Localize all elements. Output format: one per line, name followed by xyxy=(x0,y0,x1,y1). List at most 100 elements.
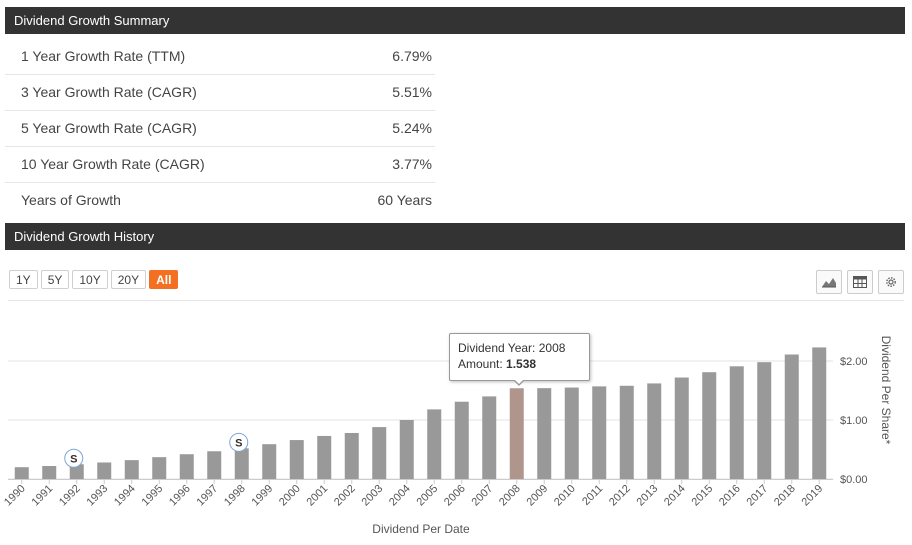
bar-2005 xyxy=(427,409,442,479)
summary-row: 1 Year Growth Rate (TTM) 6.79% xyxy=(5,39,435,75)
x-tick-label: 2006 xyxy=(442,483,468,509)
range-button-1y[interactable]: 1Y xyxy=(9,270,38,289)
chart-tooltip: Dividend Year: 2008 Amount: 1.538 xyxy=(449,333,590,381)
summary-row: 5 Year Growth Rate (CAGR) 5.24% xyxy=(5,111,435,147)
x-tick-label: 2011 xyxy=(580,483,605,508)
x-tick-label: 2012 xyxy=(607,483,633,509)
bar-2016 xyxy=(729,366,744,479)
x-tick-label: 2009 xyxy=(525,483,551,509)
area-chart-button[interactable] xyxy=(816,270,842,294)
summary-label: 10 Year Growth Rate (CAGR) xyxy=(21,156,205,172)
split-marker-label: S xyxy=(70,453,77,465)
tooltip-year: Dividend Year: 2008 xyxy=(458,341,566,355)
bar-1999 xyxy=(262,444,277,479)
x-tick-label: 2007 xyxy=(470,483,496,509)
bar-1997 xyxy=(207,451,222,479)
range-button-10y[interactable]: 10Y xyxy=(72,270,108,289)
summary-value: 5.51% xyxy=(392,84,432,100)
summary-value: 3.77% xyxy=(392,156,432,172)
x-tick-label: 2003 xyxy=(360,483,386,509)
summary-value: 60 Years xyxy=(377,192,433,208)
range-button-20y[interactable]: 20Y xyxy=(110,270,147,289)
x-tick-label: 2008 xyxy=(497,483,523,509)
bar-2012 xyxy=(619,385,634,479)
x-tick-label: 2014 xyxy=(662,483,688,509)
bar-2007 xyxy=(482,396,497,479)
bar-1992 xyxy=(69,464,84,479)
x-tick-label: 2010 xyxy=(552,483,578,509)
range-button-all[interactable]: All xyxy=(149,270,179,289)
x-tick-label: 2018 xyxy=(772,483,798,509)
summary-row: 3 Year Growth Rate (CAGR) 5.51% xyxy=(5,75,435,111)
bar-1993 xyxy=(97,462,112,479)
table-view-button[interactable] xyxy=(847,270,873,294)
x-tick-label: 2001 xyxy=(305,483,331,509)
summary-label: 3 Year Growth Rate (CAGR) xyxy=(21,84,197,100)
summary-row: Years of Growth 60 Years xyxy=(5,183,435,218)
x-tick-label: 2019 xyxy=(800,483,826,509)
bar-2008 xyxy=(509,388,524,479)
summary-label: 5 Year Growth Rate (CAGR) xyxy=(21,120,197,136)
toolbar-divider xyxy=(8,300,904,301)
split-marker-label: S xyxy=(235,437,242,449)
x-tick-label: 2016 xyxy=(717,483,743,509)
bar-2013 xyxy=(647,383,662,479)
bar-1998 xyxy=(234,448,249,479)
x-tick-label: 1993 xyxy=(85,483,111,509)
x-tick-label: 2005 xyxy=(415,483,441,509)
bar-2010 xyxy=(564,387,579,479)
bar-2000 xyxy=(289,440,304,479)
bar-1991 xyxy=(42,466,57,479)
split-marker xyxy=(229,432,249,452)
bar-2009 xyxy=(537,388,552,479)
summary-label: 1 Year Growth Rate (TTM) xyxy=(21,48,186,64)
summary-label: Years of Growth xyxy=(21,192,121,208)
x-tick-label: 2017 xyxy=(745,483,771,509)
gear-icon xyxy=(886,277,896,287)
x-tick-label: 1994 xyxy=(112,483,138,509)
bar-2018 xyxy=(784,354,799,479)
y-tick-label: $0.00 xyxy=(840,474,868,486)
x-tick-label: 2002 xyxy=(332,483,358,509)
x-tick-label: 1995 xyxy=(140,483,166,509)
x-tick-label: 1996 xyxy=(167,483,193,509)
split-marker xyxy=(64,448,84,468)
bar-2014 xyxy=(674,377,689,479)
range-button-5y[interactable]: 5Y xyxy=(40,270,70,289)
x-tick-label: 2000 xyxy=(277,483,303,509)
area-chart-icon xyxy=(822,278,836,288)
bar-2015 xyxy=(702,372,717,479)
x-tick-label: 1992 xyxy=(57,483,83,509)
bar-2011 xyxy=(592,386,607,479)
x-tick-label: 1997 xyxy=(195,483,221,509)
settings-button[interactable] xyxy=(878,270,904,294)
tooltip-pointer-fill xyxy=(514,379,524,384)
tooltip-amount: Amount: 1.538 xyxy=(458,357,537,371)
summary-header: Dividend Growth Summary xyxy=(5,7,905,34)
table-icon xyxy=(853,276,867,288)
bar-2006 xyxy=(454,401,469,479)
bar-2004 xyxy=(399,420,414,479)
bar-2001 xyxy=(317,435,332,479)
bar-1995 xyxy=(152,457,167,479)
bar-1994 xyxy=(124,460,139,479)
range-selector: 1Y 5Y 10Y 20Y All xyxy=(9,270,181,289)
summary-value: 5.24% xyxy=(392,120,432,136)
x-tick-label: 1999 xyxy=(250,483,276,509)
x-tick-label: 1991 xyxy=(30,483,56,509)
history-header: Dividend Growth History xyxy=(5,223,905,250)
x-axis-title: Dividend Per Date xyxy=(372,522,470,536)
y-tick-label: $1.00 xyxy=(840,415,868,427)
x-tick-label: 1990 xyxy=(2,483,28,509)
x-tick-label: 2015 xyxy=(690,483,716,509)
summary-value: 6.79% xyxy=(392,48,432,64)
bar-1990 xyxy=(14,467,29,479)
x-tick-label: 1998 xyxy=(222,483,248,509)
bar-2002 xyxy=(344,432,359,479)
x-tick-label: 2004 xyxy=(387,483,413,509)
bar-2019 xyxy=(812,347,827,479)
x-tick-label: 2013 xyxy=(635,483,661,509)
bar-2003 xyxy=(372,427,387,479)
bar-2017 xyxy=(757,362,772,479)
